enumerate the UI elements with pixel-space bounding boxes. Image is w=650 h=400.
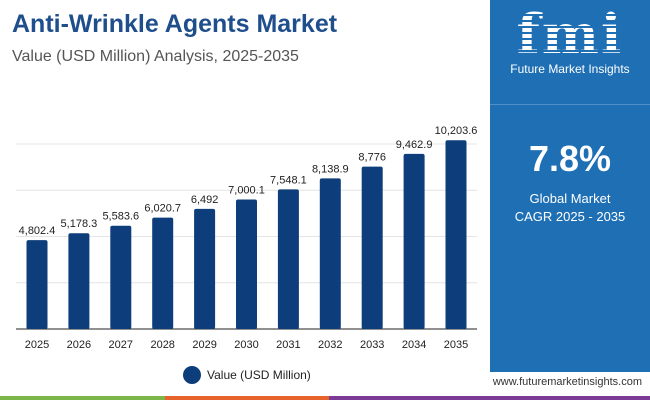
footer-strip-purple xyxy=(329,396,650,400)
data-label-2029: 6,492 xyxy=(191,194,219,206)
data-label-2032: 8,138.9 xyxy=(312,163,349,175)
x-tick-2032: 2032 xyxy=(318,339,342,351)
x-tick-2026: 2026 xyxy=(67,339,91,351)
legend-marker xyxy=(183,366,201,384)
bar-2029 xyxy=(194,208,216,329)
bar-2030 xyxy=(236,199,257,329)
data-label-2026: 5,178.3 xyxy=(61,218,98,230)
x-tick-2025: 2025 xyxy=(25,339,49,351)
x-tick-2028: 2028 xyxy=(150,339,174,351)
legend: Value (USD Million) xyxy=(183,366,311,384)
data-label-2034: 9,462.9 xyxy=(396,139,433,151)
fmi-logo: fmi Future Market Insights xyxy=(490,4,650,76)
bar-2025 xyxy=(26,240,48,329)
x-tick-2031: 2031 xyxy=(276,339,300,351)
cagr-label-line2: CAGR 2025 - 2035 xyxy=(514,209,626,224)
logo-mark: fmi xyxy=(490,4,650,64)
logo-name: Future Market Insights xyxy=(510,62,630,76)
chart-title: Anti-Wrinkle Agents Market xyxy=(12,10,338,38)
x-tick-2027: 2027 xyxy=(109,339,133,351)
data-label-2035: 10,203.6 xyxy=(435,125,478,137)
data-label-2030: 7,000.1 xyxy=(228,184,265,196)
cagr-label: Global Market CAGR 2025 - 2035 xyxy=(490,190,650,226)
x-tick-2030: 2030 xyxy=(234,339,258,351)
bar-chart: 4,802.4 2025 5,178.3 2026 5,583.6 2027 6,020.7… xyxy=(16,125,478,351)
bar-2033 xyxy=(361,166,383,329)
bar-2026 xyxy=(68,233,90,329)
data-label-2027: 5,583.6 xyxy=(102,211,139,223)
x-tick-2034: 2034 xyxy=(402,339,426,351)
chart-subtitle: Value (USD Million) Analysis, 2025-2035 xyxy=(12,48,299,65)
bar-2034 xyxy=(403,153,425,329)
x-tick-2035: 2035 xyxy=(444,339,468,351)
footer-strip-orange xyxy=(165,396,329,400)
data-label-2031: 7,548.1 xyxy=(270,174,307,186)
data-label-2028: 6,020.7 xyxy=(144,203,181,215)
cagr-value: 7.8% xyxy=(528,138,612,179)
website-url[interactable]: www.futuremarketinsights.com xyxy=(492,376,642,388)
bar-2035 xyxy=(445,140,467,329)
bar-2027 xyxy=(110,225,132,329)
data-label-2025: 4,802.4 xyxy=(19,225,56,237)
x-tick-2029: 2029 xyxy=(192,339,216,351)
bar-2032 xyxy=(319,178,341,329)
data-label-2033: 8,776 xyxy=(358,152,386,164)
x-tick-2033: 2033 xyxy=(360,339,384,351)
footer-strip-green xyxy=(0,396,165,400)
legend-label: Value (USD Million) xyxy=(207,368,311,382)
bar-2031 xyxy=(277,189,299,329)
panel-divider xyxy=(490,104,650,105)
brand-panel xyxy=(490,0,650,372)
bar-2028 xyxy=(152,217,174,329)
cagr-label-line1: Global Market xyxy=(529,191,611,206)
